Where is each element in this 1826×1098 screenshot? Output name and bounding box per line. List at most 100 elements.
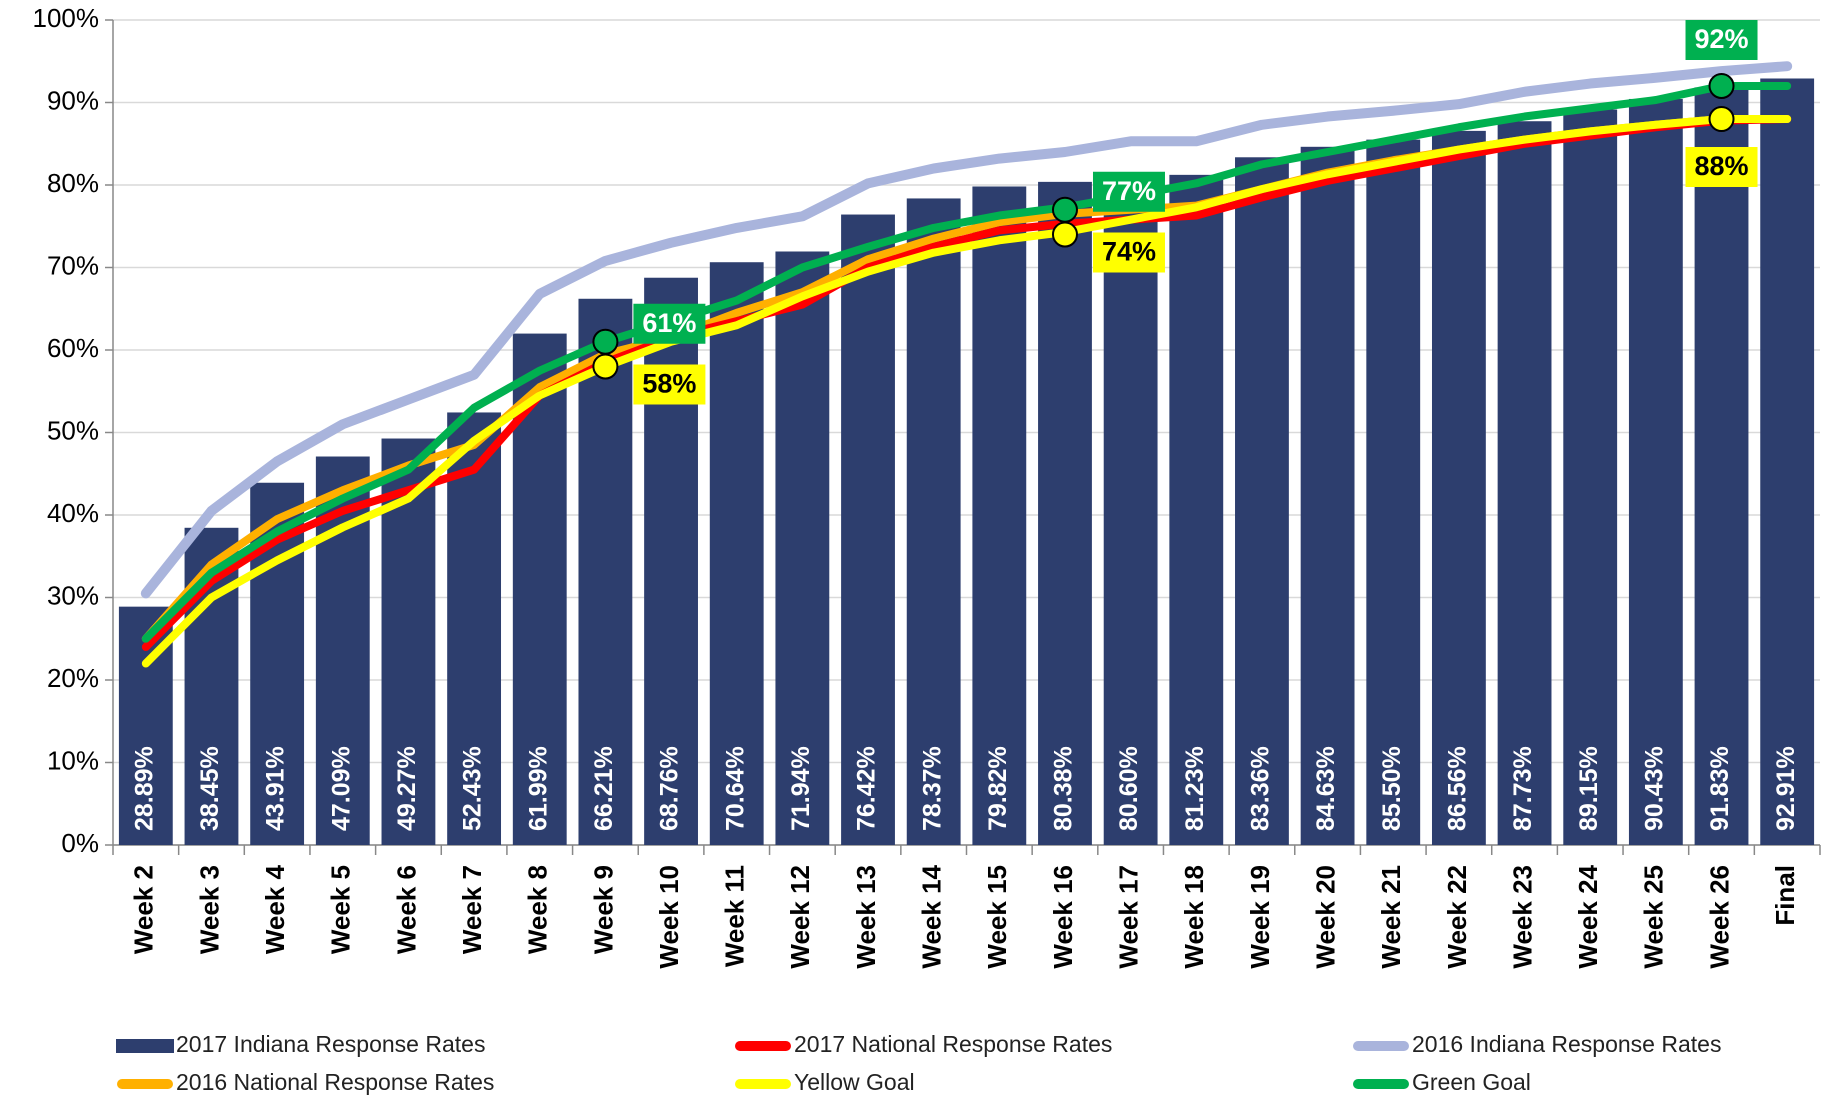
- x-tick-label: Week 20: [1310, 865, 1340, 969]
- annotation-marker: [1708, 73, 1735, 99]
- y-tick-label: 50%: [47, 415, 99, 445]
- bar: [1563, 109, 1618, 845]
- annotation-label: 58%: [642, 369, 696, 399]
- bar-value-label: 38.45%: [196, 746, 224, 831]
- y-tick-label: 40%: [47, 498, 99, 528]
- x-tick-label: Week 18: [1179, 865, 1209, 969]
- x-tick-label: Week 7: [457, 865, 487, 954]
- bar-value-label: 91.83%: [1706, 746, 1734, 831]
- bar-value-label: 78.37%: [918, 746, 946, 831]
- y-tick-label: 0%: [61, 828, 99, 858]
- bar-value-label: 47.09%: [327, 746, 355, 831]
- bar: [447, 412, 502, 845]
- bar-value-label: 80.60%: [1115, 746, 1143, 831]
- x-tick-label: Week 21: [1376, 865, 1406, 969]
- x-tick-label: Week 2: [129, 865, 159, 954]
- x-tick-label: Week 6: [391, 865, 421, 954]
- bar-value-label: 43.91%: [262, 746, 290, 831]
- bar-value-label: 81.23%: [1181, 746, 1209, 831]
- bar: [775, 251, 830, 845]
- annotation-marker: [592, 353, 619, 380]
- x-tick-label: Week 17: [1114, 865, 1144, 969]
- bar: [841, 214, 895, 845]
- x-tick-label: Week 26: [1704, 865, 1734, 969]
- x-tick-label: Week 22: [1442, 865, 1472, 969]
- bar-value-label: 68.76%: [656, 746, 684, 831]
- x-tick-label: Week 25: [1639, 865, 1669, 969]
- line: [141, 82, 1792, 643]
- x-tick-label: Week 3: [194, 865, 224, 954]
- bar-value-label: 92.91%: [1772, 746, 1800, 831]
- legend-label: Yellow Goal: [794, 1069, 915, 1095]
- annotation-label: 74%: [1102, 237, 1156, 267]
- bar-value-label: 80.38%: [1050, 746, 1078, 831]
- bar: [1760, 78, 1815, 846]
- x-tick-label: Week 24: [1573, 864, 1603, 968]
- annotation-box: [633, 364, 706, 405]
- bar-value-label: 66.21%: [590, 746, 618, 831]
- bar-value-label: 84.63%: [1312, 746, 1340, 831]
- bar: [1169, 174, 1224, 846]
- y-tick-label: 10%: [47, 745, 99, 775]
- bar: [972, 186, 1027, 846]
- y-tick-label: 30%: [47, 580, 99, 610]
- y-tick-label: 100%: [33, 3, 100, 33]
- annotation-marker: [1051, 196, 1078, 223]
- x-tick-label: Week 19: [1245, 865, 1275, 969]
- annotation-box: [1092, 232, 1165, 273]
- x-tick-label: Week 14: [917, 864, 947, 968]
- bar-value-label: 52.43%: [459, 746, 487, 831]
- annotation-box: [1685, 147, 1758, 187]
- bar-value-label: 49.27%: [393, 746, 421, 831]
- x-tick-label: Week 9: [588, 865, 618, 954]
- y-tick-label: 20%: [47, 663, 99, 693]
- x-tick-label: Week 5: [326, 865, 356, 954]
- bar: [1694, 87, 1749, 846]
- line: [141, 115, 1792, 668]
- y-tick-label: 60%: [47, 333, 99, 363]
- y-tick-label: 80%: [47, 168, 99, 198]
- annotation-marker: [1708, 106, 1735, 132]
- x-tick-label: Week 13: [851, 865, 881, 969]
- y-tick-label: 90%: [47, 85, 99, 115]
- annotation-marker: [592, 328, 619, 355]
- bar: [1300, 146, 1355, 846]
- bar: [1103, 180, 1158, 846]
- bar-value-label: 70.64%: [721, 746, 749, 831]
- x-tick-label: Week 12: [785, 865, 815, 969]
- x-tick-label: Week 10: [654, 865, 684, 969]
- bar: [578, 298, 633, 846]
- x-tick-label: Week 11: [720, 865, 750, 967]
- bar: [1235, 157, 1289, 845]
- annotation-box: [633, 303, 706, 344]
- bar-value-label: 76.42%: [853, 746, 881, 831]
- annotation-label: 92%: [1694, 24, 1748, 54]
- legend-label: Green Goal: [1412, 1069, 1531, 1095]
- annotation-box: [1685, 20, 1758, 60]
- bar-value-label: 61.99%: [524, 746, 552, 831]
- x-tick-label: Week 23: [1507, 865, 1537, 969]
- bar: [709, 262, 764, 846]
- bar-value-label: 79.82%: [984, 746, 1012, 831]
- x-tick-label: Week 4: [260, 864, 290, 954]
- legend-label: 2016 Indiana Response Rates: [1412, 1031, 1721, 1057]
- x-tick-label: Week 15: [982, 865, 1012, 969]
- annotation-label: 77%: [1102, 176, 1156, 206]
- x-tick-label: Week 8: [523, 865, 553, 954]
- legend-swatch: [116, 1039, 174, 1053]
- annotation-box: [1092, 171, 1165, 212]
- bar-value-label: 89.15%: [1575, 746, 1603, 831]
- bar-value-label: 86.56%: [1444, 746, 1472, 831]
- annotation-label: 88%: [1694, 151, 1748, 181]
- bar-value-label: 28.89%: [130, 746, 158, 831]
- bar-value-label: 83.36%: [1247, 746, 1275, 831]
- legend-label: 2017 Indiana Response Rates: [176, 1031, 485, 1057]
- bar: [1497, 121, 1552, 846]
- x-tick-label: Week 16: [1048, 865, 1078, 969]
- bar: [1366, 139, 1421, 845]
- bar: [1038, 181, 1092, 846]
- legend-label: 2017 National Response Rates: [794, 1031, 1112, 1057]
- line: [140, 61, 1793, 599]
- annotation-marker: [1051, 221, 1078, 248]
